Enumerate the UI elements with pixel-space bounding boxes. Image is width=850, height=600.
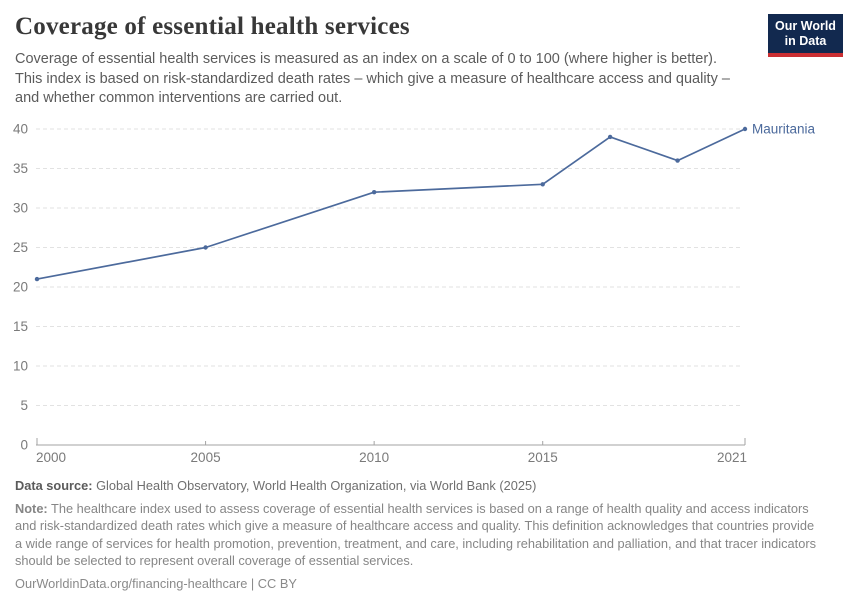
- note-line: Note: The healthcare index used to asses…: [15, 500, 835, 517]
- data-point-marker: [540, 182, 545, 187]
- x-axis-tick-label: 2000: [36, 450, 66, 465]
- y-axis-tick-label: 15: [13, 319, 28, 334]
- y-axis-tick-label: 5: [20, 398, 28, 413]
- series-entity-label: Mauritania: [752, 122, 816, 137]
- data-source-line: Data source: Global Health Observatory, …: [15, 477, 835, 494]
- owid-logo-line2: in Data: [784, 34, 827, 48]
- owid-logo-line1: Our World: [775, 19, 836, 33]
- note-block: Note: The healthcare index used to asses…: [15, 500, 835, 569]
- chart-footer: Data source: Global Health Observatory, …: [15, 477, 835, 592]
- data-series-line: [36, 128, 746, 280]
- data-point-marker: [675, 158, 680, 163]
- x-axis-tick-label: 2010: [359, 450, 389, 465]
- data-point-marker: [742, 126, 748, 132]
- chart-subtitle: Coverage of essential health services is…: [15, 50, 835, 109]
- page-title: Coverage of essential health services: [15, 13, 410, 40]
- x-axis-tick-label: 2015: [528, 450, 558, 465]
- y-axis-tick-label: 10: [13, 359, 28, 374]
- x-axis-tick-label: 2005: [191, 450, 221, 465]
- data-source-label: Data source:: [15, 478, 93, 493]
- data-point-marker: [34, 276, 40, 282]
- data-point-marker: [607, 134, 613, 140]
- data-source-text: Global Health Observatory, World Health …: [96, 478, 537, 493]
- subtitle-line: This index is based on risk-standardized…: [15, 70, 730, 87]
- y-axis-tick-label: 20: [13, 280, 28, 295]
- note-label: Note:: [15, 501, 48, 516]
- citation-line: OurWorldinData.org/financing-healthcare …: [15, 575, 835, 592]
- y-axis-tick-label: 30: [13, 201, 28, 216]
- y-axis-tick-label: 25: [13, 240, 28, 255]
- data-point-marker: [203, 245, 208, 250]
- line-chart: 0 5 10 15 20 25 30 35 40 2000 2005 2010 2015 2021 Maur…: [13, 122, 816, 466]
- subtitle-line: Coverage of essential health services is…: [15, 51, 718, 67]
- subtitle-line: and whether common interventions are car…: [15, 90, 343, 106]
- y-axis-tick-label: 35: [13, 161, 28, 176]
- data-point-marker: [371, 190, 377, 195]
- owid-logo: Our World in Data: [768, 14, 843, 57]
- y-axis-tick-label: 40: [13, 122, 28, 137]
- note-line: and risk-standardized death rates which …: [15, 518, 815, 534]
- note-text: The healthcare index used to assess cove…: [51, 501, 809, 516]
- citation-url[interactable]: OurWorldinData.org/financing-healthcare …: [15, 576, 297, 592]
- y-axis-tick-label: 0: [20, 438, 28, 453]
- chart-header: Coverage of essential health services Co…: [15, 13, 835, 109]
- note-line: should be selected to represent overall …: [15, 552, 414, 568]
- x-axis-tick-label: 2021: [717, 450, 747, 465]
- note-line: a wide range of services for health prom…: [15, 535, 816, 551]
